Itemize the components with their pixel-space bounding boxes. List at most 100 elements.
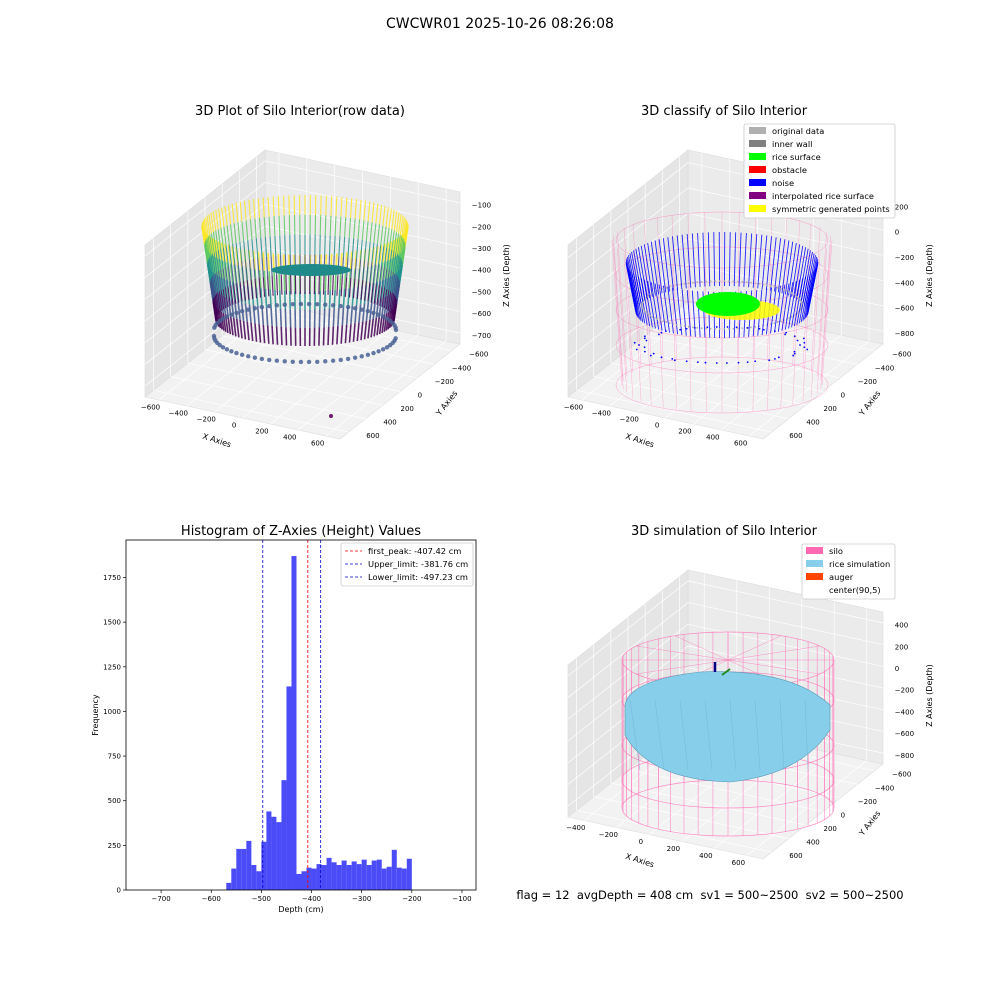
plot1-floor-point bbox=[211, 333, 217, 339]
plot1-point-column bbox=[264, 288, 268, 308]
plot4-legend-swatch bbox=[806, 547, 823, 554]
plot2-silo-ring bbox=[615, 281, 829, 339]
histogram-legend: first_peak: -407.42 cm Upper_limit: -381.… bbox=[340, 542, 474, 587]
plot1-point-column bbox=[249, 219, 253, 240]
plot1-point-column bbox=[233, 300, 238, 320]
plot1-point-column bbox=[385, 242, 390, 262]
plot2-silo-wire bbox=[792, 220, 800, 366]
histogram-x-tick: −400 bbox=[302, 895, 321, 903]
plot2-original-point bbox=[709, 280, 712, 283]
plot1-point-column bbox=[224, 243, 228, 263]
plot1-floor-point bbox=[246, 354, 251, 359]
plot2-x-tick: −600 bbox=[564, 404, 583, 412]
plot1-point-column bbox=[390, 272, 394, 292]
histogram-y-tick: 1000 bbox=[103, 708, 121, 716]
plot1-point-column bbox=[254, 218, 257, 239]
plot1-point-column bbox=[229, 224, 234, 245]
plot2-noise-point bbox=[715, 326, 718, 328]
plot2-original-point bbox=[656, 318, 659, 321]
plot1-point-column bbox=[388, 275, 393, 295]
plot1-point-column bbox=[330, 196, 333, 216]
plot1-point-column bbox=[393, 274, 397, 295]
plot1-point-column bbox=[325, 195, 327, 216]
plot1-point-column bbox=[250, 279, 254, 300]
plot4-z-tick: −800 bbox=[895, 752, 914, 760]
plot1-point-column bbox=[352, 323, 356, 342]
plot2-silo-wire bbox=[623, 227, 634, 373]
plot1-point-column bbox=[215, 239, 220, 259]
plot1-point-column bbox=[361, 220, 365, 241]
plot4-silo-roof bbox=[727, 635, 782, 661]
plot1-point-column bbox=[340, 325, 344, 344]
plot4-z-tick: 0 bbox=[895, 665, 899, 673]
plot2-noise-point bbox=[647, 242, 656, 296]
plot2-noise-point bbox=[792, 354, 795, 357]
plot1-point-column bbox=[269, 236, 272, 257]
plot2-noise-point bbox=[650, 241, 660, 295]
plot2-noise-point bbox=[643, 350, 646, 353]
plot1-point-column bbox=[233, 223, 237, 243]
plot2-noise-point bbox=[645, 339, 648, 342]
plot4-rice-mesh bbox=[704, 699, 713, 771]
plot1-floor-point bbox=[365, 352, 371, 357]
plot1-floor-point bbox=[371, 350, 376, 356]
histogram: −700 −600 −500 −400 −300 −200 −100 0 250 500 750 10… bbox=[91, 539, 477, 914]
histogram-bar bbox=[341, 860, 347, 890]
plot2-noise-point bbox=[706, 326, 709, 329]
histogram-bar bbox=[371, 860, 377, 890]
plot2-original-point bbox=[790, 315, 793, 318]
plot1-point-column bbox=[285, 274, 288, 295]
histogram-bar bbox=[311, 868, 317, 890]
plot4-silo-roof bbox=[674, 635, 729, 661]
plot1-point-column bbox=[339, 216, 342, 237]
plot1-point-column bbox=[215, 291, 221, 311]
plot1-point-column bbox=[257, 258, 260, 278]
plot2-noise-point bbox=[806, 256, 818, 308]
histogram-x-tick: −300 bbox=[352, 895, 371, 903]
plot1-floor-point bbox=[352, 355, 358, 360]
plot1-point-column bbox=[257, 198, 261, 219]
plot1-point-column bbox=[377, 245, 382, 265]
plot4-y-tick: −600 bbox=[892, 771, 911, 779]
plot1-point-column bbox=[263, 217, 266, 238]
plot1-point-column bbox=[243, 240, 247, 261]
plot2-noise-point bbox=[788, 280, 797, 329]
histogram-bar bbox=[266, 811, 272, 890]
plot2-original-point bbox=[754, 282, 757, 285]
plot1-point-column bbox=[399, 215, 404, 236]
plot2-original-point bbox=[723, 328, 726, 330]
plot2-noise-point bbox=[774, 238, 782, 292]
histogram-y-tick: 1500 bbox=[103, 619, 121, 627]
plot2-legend-label: interpolated rice surface bbox=[772, 191, 874, 201]
plot2-noise-point bbox=[638, 344, 640, 346]
histogram-bar bbox=[231, 868, 237, 890]
plot4-y-tick: 0 bbox=[841, 811, 845, 819]
plot2-original-point bbox=[696, 281, 699, 284]
plot1-point-column bbox=[248, 199, 251, 220]
plot1-point-column bbox=[395, 277, 399, 297]
plot2-original-point bbox=[783, 288, 785, 291]
plot2-original-point bbox=[762, 283, 765, 286]
plot1-point-column bbox=[333, 235, 336, 256]
plot1-x-tick: −600 bbox=[141, 404, 160, 412]
plot4-y-tick: 200 bbox=[824, 825, 837, 833]
histogram-x-tick: −700 bbox=[151, 895, 170, 903]
plot4-xlabel: X Axies bbox=[624, 852, 655, 870]
plot1-point-column bbox=[247, 239, 250, 260]
plot1-point-column bbox=[227, 315, 232, 335]
plot1-point-column bbox=[277, 196, 280, 216]
plot1-point-column bbox=[214, 295, 219, 315]
histogram-bar bbox=[291, 556, 297, 890]
plot1-point-column bbox=[358, 304, 362, 323]
plot1-point-column bbox=[383, 288, 388, 309]
plot1-point-column bbox=[385, 290, 390, 310]
plot1-floor-point bbox=[384, 345, 390, 350]
plot1-floor-point bbox=[224, 314, 230, 319]
plot1-point-column bbox=[344, 277, 348, 297]
plot2-noise-point bbox=[691, 290, 696, 337]
plot2-noise-point bbox=[671, 287, 679, 335]
plot1-point-column bbox=[395, 279, 400, 299]
plot2-original-point bbox=[647, 313, 650, 316]
plot1-point-column bbox=[224, 296, 229, 316]
plot1-point-column bbox=[231, 203, 235, 224]
